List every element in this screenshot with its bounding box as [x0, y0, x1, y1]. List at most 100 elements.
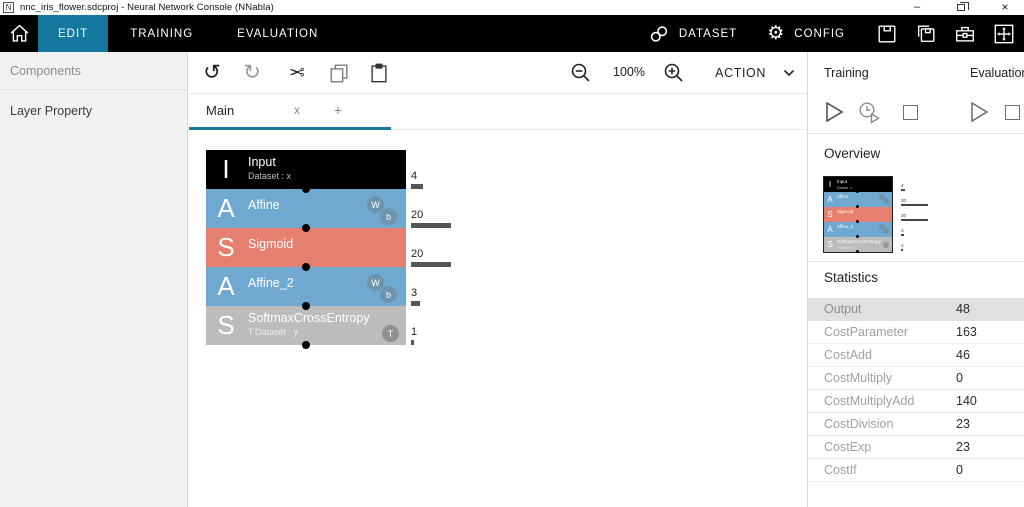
tab-main[interactable]: Main — [206, 103, 235, 118]
bias-badge: b — [380, 286, 397, 303]
statistics-label: Statistics — [824, 270, 879, 285]
output-size-annotation: 3 — [411, 287, 420, 306]
node-letter: A — [217, 271, 235, 301]
window-title: nnc_iris_flower.sdcproj - Neural Network… — [20, 2, 274, 13]
node-input[interactable]: I Input Dataset : x — [206, 150, 406, 189]
network-canvas[interactable]: I Input Dataset : x A Affine W b S Sigmo… — [189, 130, 807, 507]
tab-close-button[interactable]: x — [294, 103, 300, 117]
close-button[interactable]: × — [1001, 0, 1009, 14]
stat-row-costexp[interactable]: CostExp 23 — [808, 436, 1024, 459]
output-size-annotation: 20 — [411, 248, 451, 267]
fit-window-icon — [994, 24, 1014, 43]
toolbox-button[interactable] — [953, 22, 977, 46]
node-affine-2[interactable]: A Affine_2 W b — [206, 267, 406, 306]
zoom-in-button[interactable] — [661, 60, 687, 86]
redo-button[interactable]: ↻ — [239, 60, 265, 86]
home-button[interactable] — [0, 15, 38, 52]
connector-dot[interactable] — [302, 341, 310, 349]
node-title: SoftmaxCrossEntropy — [248, 311, 370, 325]
restore-icon — [957, 2, 969, 11]
zoom-level: 100% — [613, 65, 645, 79]
node-sigmoid[interactable]: S Sigmoid — [206, 228, 406, 267]
left-sidebar: Components Layer Property — [0, 52, 188, 507]
nav-tab-evaluation[interactable]: EVALUATION — [237, 27, 319, 40]
sidebar-item-components[interactable]: Components — [0, 52, 187, 90]
train-resume-button[interactable] — [857, 100, 881, 124]
fit-window-button[interactable] — [992, 22, 1016, 46]
weight-badge: W — [367, 274, 384, 291]
node-title: Affine — [248, 198, 280, 212]
stat-row-costdivision[interactable]: CostDivision 23 — [808, 413, 1024, 436]
copy-icon — [330, 64, 348, 83]
dataset-button[interactable]: DATASET — [648, 23, 737, 45]
action-dropdown[interactable]: ACTION — [715, 52, 795, 94]
paste-icon — [371, 63, 387, 83]
mini-node-affine: A Affine — [824, 192, 892, 207]
network-overview[interactable]: I Input Dataset : x A Affine S Sigmoid A… — [823, 176, 953, 256]
tab-add-button[interactable]: + — [334, 102, 343, 118]
network-tabbar: Main x + — [189, 94, 807, 130]
output-size-annotation: 4 — [411, 170, 423, 189]
connector-dot[interactable] — [302, 263, 310, 271]
stat-row-output[interactable]: Output 48 — [808, 298, 1024, 321]
train-stop-button[interactable] — [898, 100, 922, 124]
connector-dot[interactable] — [302, 224, 310, 232]
stat-row-costmultiply[interactable]: CostMultiply 0 — [808, 367, 1024, 390]
stat-row-costparameter[interactable]: CostParameter 163 — [808, 321, 1024, 344]
node-letter: S — [217, 232, 235, 262]
weight-badge: W — [367, 196, 384, 213]
save-as-button[interactable] — [914, 22, 938, 46]
zoom-out-icon — [571, 63, 590, 82]
node-letter: S — [217, 310, 235, 340]
run-controls — [808, 99, 1024, 133]
undo-button[interactable]: ↺ — [199, 60, 225, 86]
copy-button[interactable] — [326, 60, 352, 86]
train-run-button[interactable] — [822, 100, 846, 124]
main-navbar: EDIT TRAINING EVALUATION DATASET ⚙ CONFI… — [0, 15, 1024, 52]
connector-dot[interactable] — [302, 302, 310, 310]
play-icon — [826, 101, 844, 123]
statistics-table: Output 48 CostParameter 163 CostAdd 46 C… — [808, 298, 1024, 482]
overview-viewport: I Input Dataset : x A Affine S Sigmoid A… — [823, 176, 893, 253]
minimize-button[interactable]: – — [913, 1, 921, 13]
config-button[interactable]: ⚙ CONFIG — [767, 24, 845, 43]
stop-icon — [902, 104, 918, 120]
play-icon — [971, 101, 989, 123]
sidebar-item-layer-property[interactable]: Layer Property — [10, 104, 92, 118]
save-as-icon — [917, 25, 935, 42]
evaluation-section-label: Evaluation — [970, 66, 1024, 80]
paste-button[interactable] — [366, 60, 392, 86]
eval-stop-button[interactable] — [1000, 100, 1024, 124]
save-icon — [878, 25, 896, 42]
save-button[interactable] — [875, 22, 899, 46]
node-letter: I — [222, 154, 230, 184]
action-label: ACTION — [715, 66, 766, 80]
eval-run-button[interactable] — [967, 100, 991, 124]
node-softmaxcrossentropy[interactable]: S SoftmaxCrossEntropy T.Dataset : y T — [206, 306, 406, 345]
mini-node-input: I Input Dataset : x — [824, 177, 892, 192]
redo-icon: ↻ — [243, 61, 261, 84]
node-title: Input — [248, 155, 276, 169]
app-icon: N — [3, 2, 14, 13]
stat-row-costif[interactable]: CostIf 0 — [808, 459, 1024, 482]
toolbox-icon — [956, 26, 974, 42]
node-letter: A — [217, 193, 235, 223]
node-title: Sigmoid — [248, 237, 294, 251]
cut-button[interactable]: ✂ — [284, 60, 310, 86]
nav-tab-edit[interactable]: EDIT — [38, 15, 109, 52]
resume-icon — [859, 102, 880, 124]
zoom-out-button[interactable] — [568, 60, 594, 86]
stop-icon — [1004, 104, 1020, 120]
node-subtitle: Dataset : x — [248, 171, 292, 181]
stat-row-costadd[interactable]: CostAdd 46 — [808, 344, 1024, 367]
mini-node-sigmoid: S Sigmoid — [824, 207, 892, 222]
mini-node-affine-2: A Affine_2 — [824, 222, 892, 237]
target-badge: T — [382, 325, 399, 342]
nav-tab-training[interactable]: TRAINING — [130, 27, 194, 40]
stat-row-costmultiplyadd[interactable]: CostMultiplyAdd 140 — [808, 390, 1024, 413]
connector-dot[interactable] — [302, 185, 310, 193]
link-icon — [650, 25, 668, 42]
node-title: Affine_2 — [248, 276, 294, 290]
node-affine[interactable]: A Affine W b — [206, 189, 406, 228]
restore-button[interactable] — [952, 0, 970, 15]
